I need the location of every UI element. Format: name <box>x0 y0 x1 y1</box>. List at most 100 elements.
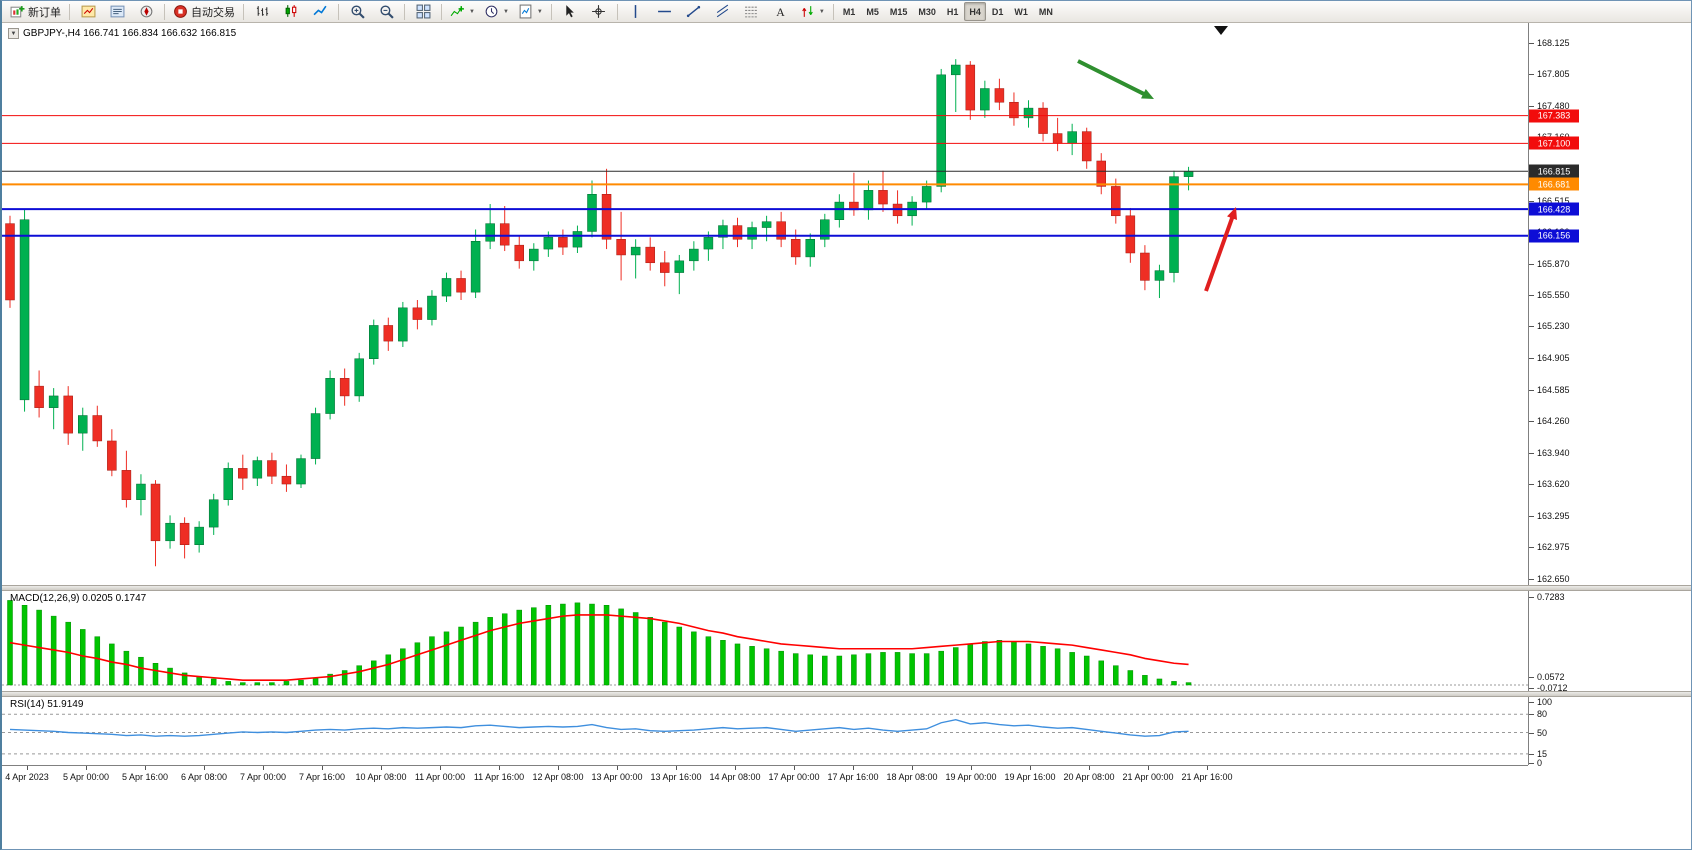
data-window-icon <box>110 5 124 18</box>
macd-signal-line <box>9 614 1189 681</box>
macd-panel-canvas[interactable] <box>2 591 1528 691</box>
market-watch-button[interactable] <box>74 1 102 22</box>
line-chart-button[interactable] <box>306 1 334 22</box>
chart-menu-icon[interactable]: ▼ <box>8 28 19 39</box>
autotrade-icon <box>174 5 187 18</box>
time-tick-label: 6 Apr 08:00 <box>180 772 228 782</box>
time-tick-mark <box>86 766 87 770</box>
timeframe-w1-button[interactable]: W1 <box>1014 6 1028 17</box>
text-button[interactable]: A <box>767 1 795 22</box>
price-tick: 167.805 <box>1537 69 1570 80</box>
trend-arrow-down[interactable] <box>1077 59 1154 99</box>
toolbar: 新订单 自动交易 ▼ ▼ ▼ A ▼ M1 M5 M15 M30 H1 H4 D1 W1 MN <box>2 1 1691 23</box>
templates-caret-icon[interactable]: ▼ <box>536 8 543 15</box>
toolbar-separator <box>832 3 834 20</box>
rsi-tick: 100 <box>1537 697 1553 707</box>
timeframe-m5-button[interactable]: M5 <box>866 6 879 17</box>
data-window-button[interactable] <box>103 1 131 22</box>
tile-windows-button[interactable] <box>409 1 437 22</box>
crosshair-icon <box>592 5 606 18</box>
fibonacci-button[interactable] <box>738 1 766 22</box>
time-tick-mark <box>617 766 618 770</box>
candles-chart-icon <box>285 5 296 17</box>
price-tick-mark <box>1529 358 1534 360</box>
timeframe-h4-button[interactable]: H4 <box>964 2 986 21</box>
panel-divider-macd[interactable] <box>2 585 1691 591</box>
navigator-button[interactable] <box>132 1 160 22</box>
periods-caret-icon[interactable]: ▼ <box>502 8 509 15</box>
toolbar-separator <box>164 3 165 20</box>
timeframe-m1-button[interactable]: M1 <box>842 6 856 17</box>
bars-chart-button[interactable] <box>248 1 276 22</box>
signal-arrow-up[interactable] <box>1204 207 1237 292</box>
arrows-caret-icon[interactable]: ▼ <box>818 8 825 15</box>
channel-icon <box>717 4 729 18</box>
zoom-in-button[interactable] <box>343 1 371 22</box>
price-tick: 165.870 <box>1537 258 1570 269</box>
time-tick-label: 5 Apr 00:00 <box>62 772 110 782</box>
panel-divider-rsi[interactable] <box>2 691 1691 697</box>
trendline-button[interactable] <box>680 1 708 22</box>
vline-button[interactable] <box>622 1 650 22</box>
candles-chart-button[interactable] <box>277 1 305 22</box>
rsi-panel-canvas[interactable] <box>2 697 1528 765</box>
text-icon: A <box>777 6 786 19</box>
hline-button[interactable] <box>651 1 679 22</box>
indicators-button[interactable]: ▼ <box>446 1 479 22</box>
price-tick-mark <box>1529 200 1534 202</box>
new-order-button[interactable]: 新订单 <box>6 1 65 22</box>
timeframe-mn-button[interactable]: MN <box>1038 6 1053 17</box>
price-tick: 162.650 <box>1537 574 1570 584</box>
time-tick-mark <box>971 766 972 770</box>
price-label-166.156: 166.156 <box>1529 229 1579 243</box>
price-tick-mark <box>1529 326 1534 328</box>
time-tick-label: 20 Apr 08:00 <box>1063 772 1115 782</box>
price-tick: 165.550 <box>1537 290 1570 301</box>
autotrade-button[interactable]: 自动交易 <box>169 1 239 22</box>
price-tick-mark <box>1529 389 1534 391</box>
cursor-icon <box>566 5 575 18</box>
time-tick-mark <box>676 766 677 770</box>
vline-icon <box>635 5 637 18</box>
price-tick-mark <box>1529 295 1534 297</box>
autotrade-label: 自动交易 <box>191 6 235 19</box>
crosshair-button[interactable] <box>585 1 613 22</box>
toolbar-separator <box>69 3 70 20</box>
macd-histogram <box>7 600 1192 686</box>
price-tick: 168.125 <box>1537 38 1570 48</box>
time-tick-label: 17 Apr 16:00 <box>827 772 879 782</box>
periods-button[interactable]: ▼ <box>480 1 513 22</box>
price-tick: 163.295 <box>1537 510 1570 521</box>
price-tick-mark <box>1529 74 1534 76</box>
price-tick: 164.260 <box>1537 416 1570 427</box>
toolbar-separator <box>550 3 552 20</box>
rsi-tick: 50 <box>1537 727 1548 738</box>
chart-shift-marker-icon[interactable] <box>1214 26 1228 35</box>
time-tick-mark <box>27 766 28 770</box>
price-tick: 164.585 <box>1537 384 1570 395</box>
fibonacci-icon <box>745 6 759 18</box>
zoom-in-icon <box>350 5 365 19</box>
candles <box>5 59 1194 567</box>
indicators-caret-icon[interactable]: ▼ <box>469 8 475 15</box>
arrows-button[interactable]: ▼ <box>796 1 829 22</box>
time-tick-label: 21 Apr 16:00 <box>1181 772 1233 782</box>
main-chart-canvas[interactable] <box>2 23 1528 585</box>
channel-button[interactable] <box>709 1 737 22</box>
time-tick-mark <box>440 766 441 770</box>
macd-tick-mark <box>1529 597 1534 598</box>
cursor-button[interactable] <box>556 1 584 22</box>
rsi-tick-mark <box>1529 763 1534 764</box>
time-tick-mark <box>735 766 736 770</box>
timeframe-m15-button[interactable]: M15 <box>889 6 908 17</box>
timeframe-m30-button[interactable]: M30 <box>918 6 936 17</box>
arrows-icon <box>802 6 813 17</box>
timeframe-h1-button[interactable]: H1 <box>946 6 959 17</box>
time-tick-mark <box>1089 766 1090 770</box>
price-label-166.681: 166.681 <box>1529 177 1579 191</box>
time-tick-mark <box>381 766 382 770</box>
timeframe-d1-button[interactable]: D1 <box>991 6 1004 17</box>
templates-button[interactable]: ▼ <box>514 1 547 22</box>
zoom-out-button[interactable] <box>372 1 400 22</box>
